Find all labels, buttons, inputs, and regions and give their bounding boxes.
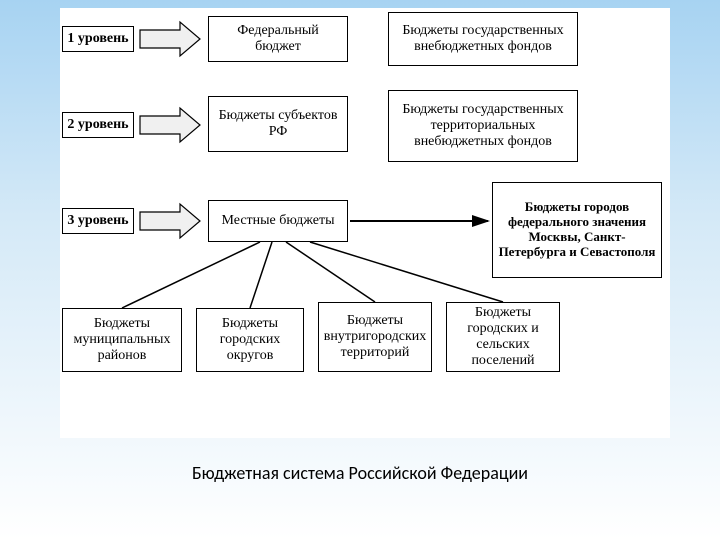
box-federal-cities: Бюджеты городов федерального значения Мо… xyxy=(492,182,662,278)
edge-to-child-3 xyxy=(310,242,503,302)
box-state-extrabudget-funds: Бюджеты государственных внебюджетных фон… xyxy=(388,12,578,66)
box-territorial-extrabudget-funds: Бюджеты государственных территориальных … xyxy=(388,90,578,162)
box-local-budgets: Местные бюджеты xyxy=(208,200,348,242)
diagram-caption: Бюджетная система Российской Федерации xyxy=(0,462,720,484)
level-arrows xyxy=(140,22,200,238)
level-2-label: 2 уровень xyxy=(62,112,134,138)
box-municipal-districts: Бюджеты муниципаль­ных районов xyxy=(62,308,182,372)
box-urban-okrugs: Бюджеты городских округов xyxy=(196,308,304,372)
edge-to-child-0 xyxy=(122,242,260,308)
edge-to-child-1 xyxy=(250,242,272,308)
level-1-label: 1 уровень xyxy=(62,26,134,52)
arrow-icon-level-1 xyxy=(140,22,200,56)
box-subjects-rf: Бюджеты субъектов РФ xyxy=(208,96,348,152)
edge-to-child-2 xyxy=(286,242,375,302)
box-intracity-territories: Бюджеты внутригород­ских территорий xyxy=(318,302,432,372)
level-3-label: 3 уровень xyxy=(62,208,134,234)
arrow-icon-level-3 xyxy=(140,204,200,238)
arrow-icon-level-2 xyxy=(140,108,200,142)
box-urban-rural-settlements: Бюджеты городских и сельских поселений xyxy=(446,302,560,372)
box-federal-budget: Федеральный бюджет xyxy=(208,16,348,62)
diagram-panel: 1 уровень 2 уровень 3 уровень Федеральны… xyxy=(60,8,670,438)
